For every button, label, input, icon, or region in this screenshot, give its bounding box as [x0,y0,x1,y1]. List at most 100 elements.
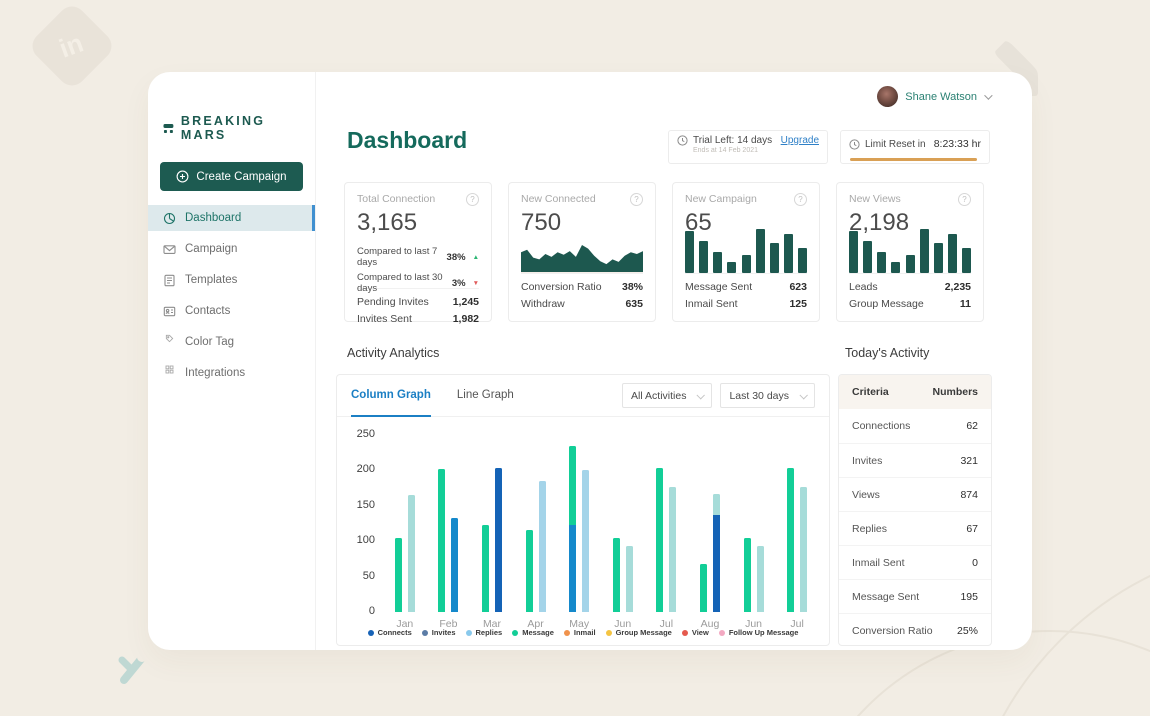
stat-cards-row: Total Connection ? 3,165 Compared to las… [344,182,984,325]
comparison-row: Compared to last 30 days 3% ▼ [357,272,479,294]
x-tick-label: Jun [614,618,632,630]
column-bar [756,546,764,612]
legend-item: Replies [465,628,502,637]
chart-plot-area: Jan Feb Mar Apr May Jun Jul Aug Jun Jul [383,435,819,630]
legend-item: Follow Up Message [718,628,799,637]
sidebar-item-templates[interactable]: Templates [148,267,315,293]
avatar [877,86,899,107]
y-tick-label: 200 [356,463,375,476]
help-icon[interactable]: ? [958,193,971,206]
y-tick-label: 0 [368,605,375,617]
app-panel: BREAKING MARS Create Campaign Dashboard C… [148,72,1032,650]
x-tick-label: Jul [659,618,674,630]
column-bar [787,468,795,612]
user-menu[interactable]: Shane Watson [877,86,993,107]
comparison-row: Compared to last 7 days 38% ▲ [357,246,479,268]
legend-label: Follow Up Message [728,628,799,637]
sidebar-item-dashboard[interactable]: Dashboard [148,205,315,231]
bar-group-aug: Aug [699,435,720,630]
mini-bar [755,229,765,273]
trend-up-icon: ▲ [472,253,479,261]
sidebar-item-integrations[interactable]: Integrations [148,360,315,386]
date-range-dropdown[interactable]: Last 30 days [720,383,815,408]
mini-bar [769,242,779,273]
mini-bar-chart [849,227,971,273]
todays-activity-heading: Today's Activity [845,346,930,360]
row-value: 67 [966,522,978,535]
x-tick-label: May [569,618,590,630]
help-icon[interactable]: ? [466,193,479,206]
y-tick-label: 250 [356,428,375,440]
limit-reset-value: 8:23:33 hr [933,138,981,150]
sidebar-item-contacts[interactable]: Contacts [148,298,315,324]
mini-bar [933,242,943,273]
mini-bar [849,230,858,273]
row-label: Inmail Sent [852,556,905,569]
todays-activity-table: Criteria Numbers Connections 62 Invites 321… [838,374,992,646]
column-bar [699,563,707,612]
limit-reset-label: Limit Reset in [865,138,926,150]
column-bar [612,537,620,612]
bar-group-apr: Apr [525,435,546,630]
stat-value: 3,165 [357,209,418,236]
y-tick-label: 100 [356,534,375,547]
x-tick-label: Mar [482,618,502,630]
plus-circle-icon [176,170,189,183]
mini-bar-chart [685,227,807,273]
activity-chart-card: Column Graph Line Graph All Activities L… [336,374,830,646]
tab-line-graph[interactable]: Line Graph [456,388,514,401]
column-bar [625,546,633,612]
bar-group-feb: Feb [438,435,459,630]
stat-footer-row: Inmail Sent 125 [685,298,807,310]
legend-item: Group Message [605,628,672,637]
trial-label: Trial Left: 14 days [693,135,773,146]
stat-card-new-campaign: New Campaign ? 65 Message Sent 623 Inmail… [672,182,820,322]
campaign-icon [163,243,176,256]
trend-down-icon: ▼ [472,279,479,287]
activity-analytics-heading: Activity Analytics [347,346,440,360]
sidebar-item-label: Contacts [185,305,231,317]
page-title: Dashboard [347,127,468,153]
row-value: 321 [960,454,978,467]
x-tick-label: Jan [396,618,414,630]
limit-progress-bar [850,158,977,161]
legend-label: Inmail [573,628,596,637]
table-row: Conversion Ratio 25% [839,613,991,645]
help-icon[interactable]: ? [630,193,643,206]
mini-bar [798,248,807,273]
y-tick-label: 150 [356,498,375,511]
column-bar [481,524,489,612]
all-activities-dropdown[interactable]: All Activities [622,383,713,408]
stat-footer-row: Invites Sent 1,982 [357,313,479,325]
stat-value: 2,198 [849,209,910,236]
column-criteria: Criteria [852,386,889,398]
create-campaign-button[interactable]: Create Campaign [160,162,303,191]
stat-label: New Campaign [685,193,757,205]
sidebar-item-campaign[interactable]: Campaign [148,236,315,262]
column-numbers: Numbers [932,386,978,398]
upgrade-link[interactable]: Upgrade [780,135,819,146]
sidebar-menu: Dashboard Campaign Templates Contacts Color … [148,205,315,386]
chart-tab-bar: Column Graph Line Graph All Activities L… [337,375,829,417]
dashboard-icon [163,212,176,225]
color-tag-icon [165,333,174,342]
x-tick-label: Apr [527,618,544,630]
tab-column-graph[interactable]: Column Graph [351,375,431,417]
column-bar [525,529,533,612]
row-label: Conversion Ratio [852,624,933,637]
help-icon[interactable]: ? [794,193,807,206]
integrations-icon [165,364,174,373]
table-body: Connections 62 Invites 321 Views 874 Replies 67… [839,409,991,645]
stat-footer-row: Leads 2,235 [849,281,971,293]
legend-label: Group Message [615,628,672,637]
table-row: Replies 67 [839,511,991,545]
row-value: 62 [966,420,978,432]
sidebar-item-color-tag[interactable]: Color Tag [148,329,315,355]
stat-card-new-connected: New Connected ? 750 Conversion Ratio 38% … [508,182,656,322]
stat-card-new-views: New Views ? 2,198 Leads 2,235 Group Messa… [836,182,984,322]
legend-item: Invites [421,628,456,637]
brand-name: BREAKING MARS [180,114,266,142]
bar-group-mar: Mar [481,435,502,630]
stat-value: 750 [521,209,562,236]
